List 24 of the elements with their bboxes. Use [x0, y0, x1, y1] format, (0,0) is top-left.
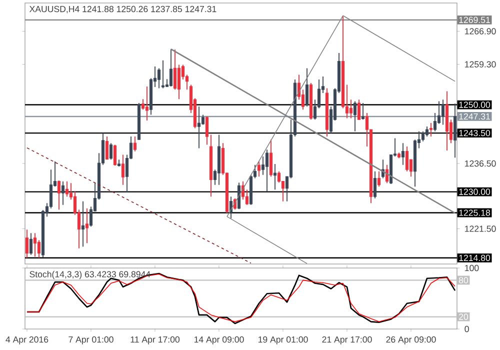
x-tick-label: 14 Apr 09:00 — [194, 336, 244, 344]
x-tick-label: 7 Apr 01:00 — [68, 336, 114, 344]
y-tick-label: 1259.30 — [465, 61, 496, 68]
chart-title: Stoch(14,3,3) 63.4233 69.8944 — [30, 270, 150, 280]
ref-line-label: 1214.80 — [459, 254, 490, 262]
y-tick-label: 100 — [465, 264, 479, 272]
ref-line-label: 1269.51 — [459, 16, 490, 24]
y-tick-label: 1236.50 — [465, 160, 496, 167]
y-tick-label: 1221.50 — [465, 226, 496, 232]
x-tick-label: 19 Apr 01:00 — [258, 336, 308, 344]
y-tick-label: 0 — [464, 326, 469, 332]
x-tick-label: 11 Apr 17:00 — [130, 336, 180, 344]
ref-line-label: 1243.50 — [459, 130, 490, 136]
x-tick-label: 21 Apr 17:00 — [322, 336, 372, 344]
ref-line-label: 20 — [459, 314, 468, 320]
x-tick-label: 4 Apr 2016 — [6, 336, 48, 344]
ref-line-label: 1225.18 — [459, 210, 490, 216]
y-tick-label: 1266.90 — [465, 28, 496, 34]
ref-line-label: 1250.00 — [459, 102, 490, 108]
ref-line-label: 1230.00 — [459, 188, 490, 195]
chart-title: XAUUSD,H4 1241.88 1250.26 1237.85 1247.31 — [29, 6, 216, 14]
ref-line-label: 1247.31 — [459, 113, 490, 120]
x-tick-label: 26 Apr 09:00 — [386, 336, 436, 344]
ref-line-label: 80 — [458, 277, 468, 284]
